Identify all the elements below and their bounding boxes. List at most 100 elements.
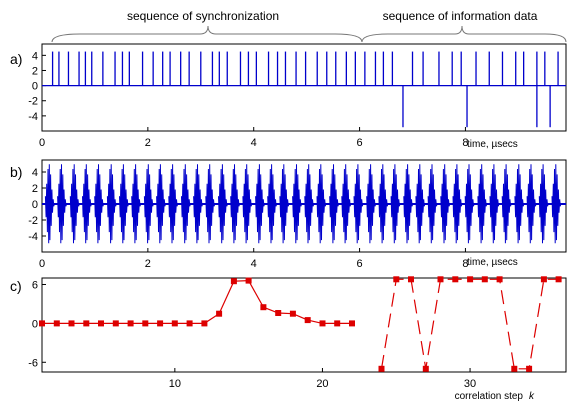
signal-burst (168, 164, 179, 244)
signal-burst (218, 164, 228, 244)
panel-a-pulse-train (42, 51, 566, 128)
signal-burst (181, 164, 191, 244)
y-tick-label: 0 (32, 81, 38, 93)
data-point (142, 320, 149, 327)
signal-burst (378, 164, 389, 244)
panel-c-letter: c) (10, 278, 22, 294)
data-point (452, 276, 459, 283)
y-tick-label: -4 (28, 111, 38, 123)
signal-burst (353, 164, 364, 244)
data-point (171, 320, 178, 327)
signal-burst (452, 164, 463, 244)
x-tick-label: 2 (145, 258, 151, 270)
data-point (201, 320, 208, 327)
data-point (526, 365, 533, 372)
signal-burst (501, 164, 512, 244)
panel-c-frame (41, 277, 567, 373)
panel-a-x-axis: 0 2 4 6 8 (39, 127, 468, 149)
panel-c: c) 6 0 -6 10 20 30 correlation step k (10, 276, 567, 402)
y-tick-label: -4 (28, 231, 38, 243)
data-point (112, 320, 119, 327)
signal-burst (82, 164, 92, 244)
signal-burst (489, 164, 500, 244)
signal-burst (514, 164, 525, 244)
signal-burst (143, 164, 154, 244)
signal-burst (267, 164, 278, 244)
y-tick-label: 0 (32, 318, 38, 330)
signal-burst (292, 164, 303, 244)
x-tick-label: 4 (251, 137, 257, 149)
x-tick-label: 20 (316, 378, 328, 390)
x-tick-label: 6 (357, 137, 363, 149)
y-tick-label: 4 (32, 167, 38, 179)
signal-burst (119, 164, 129, 244)
y-tick-label: 2 (32, 65, 38, 77)
panel-a-x-label: time, µsecs (467, 139, 518, 150)
panel-b-x-axis: 0 2 4 6 8 (39, 248, 468, 270)
series-line (42, 279, 352, 324)
data-point (349, 320, 355, 327)
signal-burst (230, 164, 241, 244)
data-point (496, 276, 503, 283)
brace-information (361, 25, 567, 43)
y-tick-label: 0 (32, 199, 38, 211)
x-tick-label: 30 (464, 378, 476, 390)
signal-burst (341, 164, 352, 244)
x-tick-label: 10 (169, 378, 181, 390)
data-point (39, 320, 45, 327)
panel-a-frame (41, 43, 567, 132)
panel-a: a) 4 2 0 -2 -4 0 2 4 6 8 time, µsecs (10, 43, 567, 150)
data-point (304, 317, 311, 324)
panel-b-x-label: time, µsecs (467, 257, 518, 268)
x-tick-label: 4 (251, 258, 257, 270)
y-tick-label: 2 (32, 183, 38, 195)
annotation-information: sequence of information data (383, 9, 538, 23)
data-point (467, 276, 474, 283)
x-tick-label: 2 (145, 137, 151, 149)
x-tick-label: 6 (357, 258, 363, 270)
signal-burst (44, 164, 55, 244)
y-tick-label: 4 (32, 50, 38, 62)
data-point (230, 278, 237, 285)
data-point (83, 320, 90, 327)
signal-burst (403, 164, 414, 244)
data-point (422, 365, 429, 372)
signal-burst (279, 164, 290, 244)
signal-burst (366, 164, 377, 244)
data-point (378, 365, 385, 372)
data-point (98, 320, 104, 327)
data-point (393, 276, 400, 283)
x-tick-label: 8 (462, 137, 468, 149)
signal-burst (106, 164, 117, 244)
annotation-synchronization: sequence of synchronization (127, 9, 279, 23)
panel-c-x-axis: 10 20 30 (169, 368, 476, 390)
x-tick-label: 8 (462, 258, 468, 270)
y-tick-label: -2 (28, 96, 38, 108)
signal-burst (94, 164, 105, 244)
signal-burst (57, 164, 68, 244)
data-point (260, 304, 267, 311)
data-point (245, 277, 252, 284)
signal-burst (69, 164, 80, 244)
signal-burst (526, 164, 537, 244)
panel-b-modulated-signal (42, 164, 566, 244)
signal-burst (205, 164, 216, 244)
y-tick-label: -2 (28, 215, 38, 227)
data-point (186, 320, 193, 327)
signal-burst (156, 164, 167, 244)
x-tick-label: 0 (39, 137, 45, 149)
data-point (127, 320, 134, 327)
data-point (275, 310, 282, 316)
signal-burst (427, 164, 438, 244)
data-point (481, 276, 488, 283)
signal-burst (551, 164, 562, 244)
signal-burst (131, 164, 142, 244)
panel-c-correlation-series (39, 276, 562, 372)
y-tick-label: -6 (28, 357, 38, 369)
signal-burst (255, 164, 266, 244)
brace-synchronization (51, 25, 363, 43)
x-tick-label: 0 (39, 258, 45, 270)
data-point (216, 310, 223, 317)
data-point (408, 276, 414, 283)
data-point (540, 276, 547, 283)
